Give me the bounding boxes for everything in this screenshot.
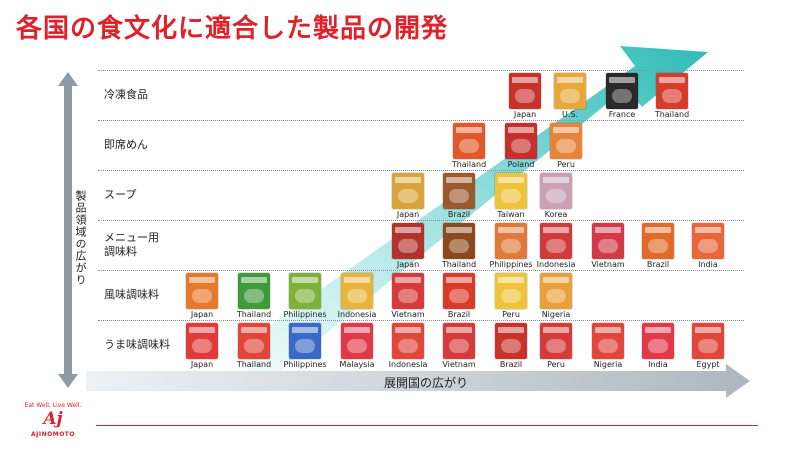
product-package [554, 73, 586, 109]
country-label: Japan [396, 260, 420, 269]
product-package [642, 323, 674, 359]
product-package [186, 273, 218, 309]
product-package [443, 323, 475, 359]
product-package [186, 323, 218, 359]
product-package [540, 223, 572, 259]
country-label: Thailand [236, 310, 272, 319]
country-label: Nigeria [541, 310, 571, 319]
product-package [392, 273, 424, 309]
row-divider [98, 270, 744, 271]
category-label: 風味調味料 [104, 288, 159, 301]
country-label: Malaysia [339, 360, 375, 369]
country-label: Thailand [451, 160, 487, 169]
country-label: Vietnam [591, 260, 625, 269]
product-package [495, 223, 527, 259]
page-title: 各国の食文化に適合した製品の開発 [16, 14, 449, 44]
country-label: Poland [507, 160, 535, 169]
country-label: Japan [513, 110, 537, 119]
country-label: Peru [557, 160, 575, 169]
country-label: Japan [396, 210, 420, 219]
product-package [692, 223, 724, 259]
category-label: 即席めん [104, 138, 148, 151]
product-package [341, 273, 373, 309]
product-package [606, 73, 638, 109]
country-label: Thailand [654, 110, 690, 119]
product-package [443, 223, 475, 259]
x-axis-label: 展開国の広がり [384, 376, 469, 390]
product-package [443, 273, 475, 309]
y-axis-arrow [58, 72, 78, 388]
product-package [495, 173, 527, 209]
category-label: うま味調味料 [104, 338, 170, 351]
country-label: Philippines [283, 310, 327, 319]
product-package [453, 123, 485, 159]
country-label: Peru [547, 360, 565, 369]
product-package [341, 323, 373, 359]
product-package [540, 173, 572, 209]
logo-mark: Aj [43, 409, 63, 429]
country-label: Brazil [499, 360, 523, 369]
country-label: Brazil [646, 260, 670, 269]
country-label: Taiwan [497, 210, 525, 219]
product-package [392, 173, 424, 209]
product-package [238, 323, 270, 359]
country-label: Thailand [236, 360, 272, 369]
x-axis-arrow [86, 364, 750, 398]
product-package [289, 273, 321, 309]
row-divider [98, 70, 744, 71]
country-label: Philippines [283, 360, 327, 369]
country-label: Japan [190, 360, 214, 369]
country-label: India [698, 260, 718, 269]
country-label: Egypt [696, 360, 720, 369]
country-label: Vietnam [442, 360, 476, 369]
logo-slogan: Eat Well, Live Well. [24, 402, 82, 409]
row-divider [98, 170, 744, 171]
product-package [495, 273, 527, 309]
country-label: Peru [502, 310, 520, 319]
category-label: スープ [104, 188, 137, 201]
product-package [392, 323, 424, 359]
product-package [392, 223, 424, 259]
country-label: Japan [190, 310, 214, 319]
country-label: Vietnam [391, 310, 425, 319]
product-package [540, 273, 572, 309]
product-package [505, 123, 537, 159]
country-label: Brazil [447, 310, 471, 319]
product-package [540, 323, 572, 359]
product-package [443, 173, 475, 209]
y-axis-label: 製品領域の広がり [74, 190, 87, 286]
country-label: India [648, 360, 668, 369]
category-label: メニュー用 調味料 [104, 231, 159, 258]
product-package [289, 323, 321, 359]
country-label: U.S. [561, 110, 579, 119]
category-label: 冷凍食品 [104, 88, 148, 101]
country-label: Korea [544, 210, 568, 219]
product-package [238, 273, 270, 309]
country-label: Thailand [441, 260, 477, 269]
footer-divider [96, 425, 758, 426]
product-package [656, 73, 688, 109]
country-label: Indonesia [337, 310, 377, 319]
product-package [509, 73, 541, 109]
country-label: Brazil [447, 210, 471, 219]
country-label: Indonesia [388, 360, 428, 369]
country-label: Nigeria [593, 360, 623, 369]
product-package [592, 223, 624, 259]
row-divider [98, 220, 744, 221]
product-package [692, 323, 724, 359]
product-package [495, 323, 527, 359]
product-package [642, 223, 674, 259]
row-divider [98, 320, 744, 321]
country-label: Indonesia [536, 260, 576, 269]
country-label: Philippines [489, 260, 533, 269]
product-package [592, 323, 624, 359]
row-divider [98, 120, 744, 121]
ajinomoto-logo: Eat Well, Live Well. Aj AJINOMOTO [18, 402, 88, 444]
product-package [550, 123, 582, 159]
country-label: France [608, 110, 636, 119]
logo-wordmark: AJINOMOTO [31, 431, 75, 438]
